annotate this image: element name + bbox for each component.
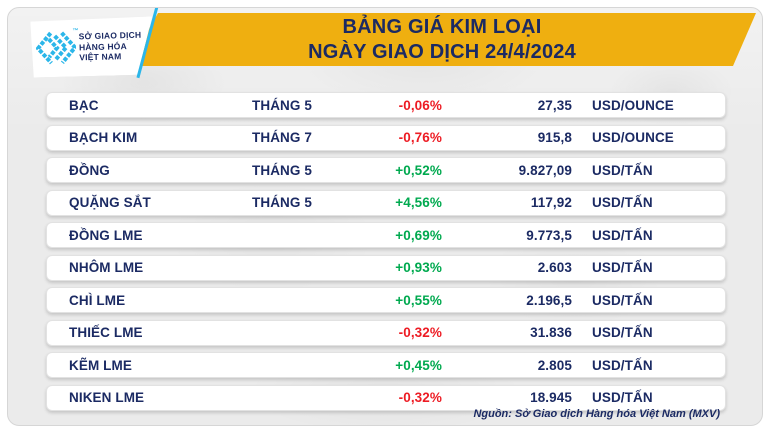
commodity-name: ĐỒNG	[69, 162, 110, 178]
commodity-name: THIẾC LME	[69, 325, 143, 340]
header-banner: BẢNG GIÁ KIM LOẠI NGÀY GIAO DỊCH 24/4/20…	[128, 13, 756, 66]
price-table: BẠC THÁNG 5 -0,06% 27,35 USD/OUNCE BẠCH …	[46, 92, 726, 411]
commodity-name: ĐỒNG LME	[69, 227, 143, 243]
commodity-name: BẠC	[69, 97, 99, 113]
logo-text-line3: VIỆT NAM	[79, 51, 122, 63]
infographic-panel: BẢNG GIÁ KIM LOẠI NGÀY GIAO DỊCH 24/4/20…	[7, 7, 763, 426]
table-row: NIKEN LME -0,32% 18.945 USD/TẤN	[46, 384, 726, 411]
source-credit: Nguồn: Sở Giao dịch Hàng hóa Việt Nam (M…	[473, 408, 720, 420]
table-row: CHÌ LME +0,55% 2.196,5 USD/TẤN	[46, 287, 726, 313]
price-unit: USD/TẤN	[592, 195, 653, 210]
change-percent: +0,93%	[395, 260, 442, 275]
price-value: 2.805	[537, 357, 572, 373]
price-unit: USD/TẤN	[592, 162, 653, 178]
price-unit: USD/TẤN	[592, 292, 653, 308]
contract-month: THÁNG 5	[252, 97, 312, 113]
table-row: NHÔM LME +0,93% 2.603 USD/TẤN	[46, 254, 726, 281]
change-percent: -0,06%	[398, 97, 442, 113]
price-value: 2.196,5	[526, 292, 572, 308]
change-percent: +0,52%	[395, 162, 442, 178]
table-row: BẠCH KIM THÁNG 7 -0,76% 915,8 USD/OUNCE	[46, 124, 726, 151]
commodity-name: KẼM LME	[69, 357, 132, 373]
price-unit: USD/OUNCE	[592, 97, 674, 113]
price-unit: USD/TẤN	[592, 325, 653, 340]
table-row: ĐỒNG LME +0,69% 9.773,5 USD/TẤN	[46, 222, 726, 248]
commodity-name: NIKEN LME	[69, 390, 145, 405]
price-value: 9.773,5	[526, 227, 572, 243]
mxv-logo-icon	[36, 28, 77, 67]
price-unit: USD/TẤN	[592, 357, 653, 373]
contract-month: THÁNG 7	[252, 130, 312, 145]
change-percent: -0,32%	[398, 325, 442, 340]
table-row: QUẶNG SẮT THÁNG 5 +4,56% 117,92 USD/TẤN	[46, 189, 726, 216]
change-percent: +0,45%	[395, 357, 442, 373]
table-row: ĐỒNG THÁNG 5 +0,52% 9.827,09 USD/TẤN	[46, 157, 726, 183]
change-percent: +4,56%	[395, 195, 442, 210]
mxv-logo-card: ™ SỞ GIAO DỊCH HÀNG HÓA VIỆT NAM	[30, 16, 153, 77]
price-value: 9.827,09	[518, 162, 572, 178]
price-unit: USD/TẤN	[592, 227, 653, 243]
price-value: 117,92	[530, 195, 572, 210]
page-title-line1: BẢNG GIÁ KIM LOẠI	[342, 15, 542, 38]
price-value: 915,8	[537, 130, 572, 145]
commodity-name: CHÌ LME	[69, 292, 126, 308]
table-row: BẠC THÁNG 5 -0,06% 27,35 USD/OUNCE	[46, 92, 726, 118]
price-value: 31.836	[530, 325, 572, 340]
table-row: THIẾC LME -0,32% 31.836 USD/TẤN	[46, 319, 726, 346]
price-unit: USD/TẤN	[592, 260, 653, 275]
contract-month: THÁNG 5	[252, 162, 312, 178]
contract-month: THÁNG 5	[252, 195, 312, 210]
commodity-name: BẠCH KIM	[69, 130, 138, 145]
page-title-line2: NGÀY GIAO DỊCH 24/4/2024	[308, 40, 576, 63]
price-unit: USD/OUNCE	[592, 130, 674, 145]
trademark-symbol: ™	[72, 28, 79, 35]
change-percent: +0,69%	[395, 227, 442, 243]
table-row: KẼM LME +0,45% 2.805 USD/TẤN	[46, 352, 726, 378]
change-percent: -0,76%	[398, 130, 442, 145]
price-value: 27,35	[537, 97, 572, 113]
commodity-name: QUẶNG SẮT	[69, 195, 151, 210]
change-percent: +0,55%	[395, 292, 442, 308]
price-value: 2.603	[537, 260, 572, 275]
change-percent: -0,32%	[398, 390, 442, 405]
commodity-name: NHÔM LME	[69, 260, 144, 275]
logo-text-line1: SỞ GIAO DỊCH	[78, 29, 142, 42]
price-unit: USD/TẤN	[592, 390, 653, 405]
price-value: 18.945	[530, 390, 572, 405]
logo-text: SỞ GIAO DỊCH HÀNG HÓA VIỆT NAM	[79, 30, 142, 63]
